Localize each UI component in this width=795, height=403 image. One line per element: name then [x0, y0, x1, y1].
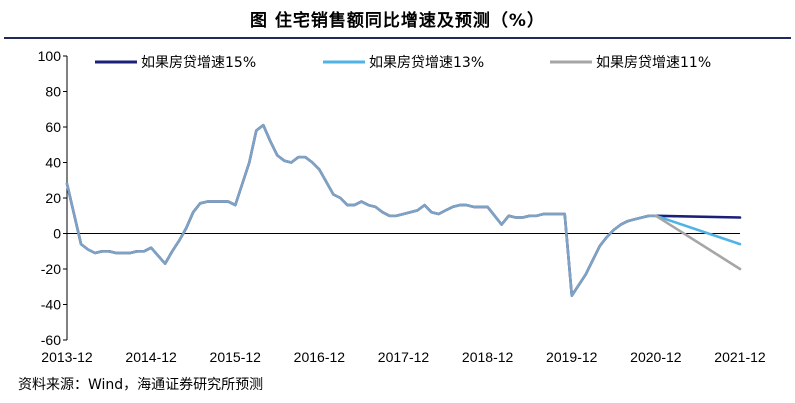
- y-tick-label: 60: [45, 119, 61, 135]
- y-tick-label: 80: [45, 84, 61, 100]
- x-tick-label: 2017-12: [378, 349, 430, 365]
- forecast-line-2: [654, 214, 742, 246]
- y-tick-label: 100: [38, 48, 62, 64]
- legend-label: 如果房贷增速15%: [141, 55, 256, 71]
- legend-item-1: 如果房贷增速15%: [95, 55, 256, 71]
- legend-item-3: 如果房贷增速11%: [550, 55, 711, 71]
- legend-label: 如果房贷增速11%: [596, 55, 711, 71]
- y-tick-label: 40: [45, 155, 61, 171]
- y-tick-label: -60: [41, 332, 61, 348]
- y-tick-label: 20: [45, 190, 61, 206]
- x-tick-label: 2016-12: [294, 349, 346, 365]
- legend: 如果房贷增速15% 如果房贷增速13% 如果房贷增速11%: [95, 55, 711, 71]
- x-tick-label: 2018-12: [462, 349, 514, 365]
- series-layer: [65, 123, 742, 297]
- history-line: [65, 124, 658, 297]
- x-tick-label: 2020-12: [630, 349, 682, 365]
- x-tick-label: 2019-12: [546, 349, 598, 365]
- forecast-line-3: [654, 214, 742, 271]
- x-tick-label: 2014-12: [125, 349, 177, 365]
- source-note: 资料来源：Wind，海通证券研究所预测: [18, 377, 264, 393]
- y-tick-label: -20: [41, 261, 61, 277]
- x-tick-label: 2021-12: [714, 349, 766, 365]
- history-line-15: [65, 123, 658, 297]
- x-tick-label: 2015-12: [210, 349, 262, 365]
- forecast-line-1: [654, 214, 742, 219]
- y-tick-label: -40: [41, 297, 61, 313]
- axes-layer: -60 -40 -20 0 20 40 60 80 100 2013-12 2014-12 2015-…: [38, 48, 766, 365]
- title-divider: [4, 37, 791, 39]
- legend-label: 如果房贷增速13%: [369, 55, 484, 71]
- x-tick-label: 2013-12: [41, 349, 93, 365]
- legend-item-2: 如果房贷增速13%: [323, 55, 484, 71]
- chart-title: 图 住宅销售额同比增速及预测（%）: [250, 11, 545, 31]
- history-line-11: [65, 123, 658, 297]
- y-tick-label: 0: [53, 226, 61, 242]
